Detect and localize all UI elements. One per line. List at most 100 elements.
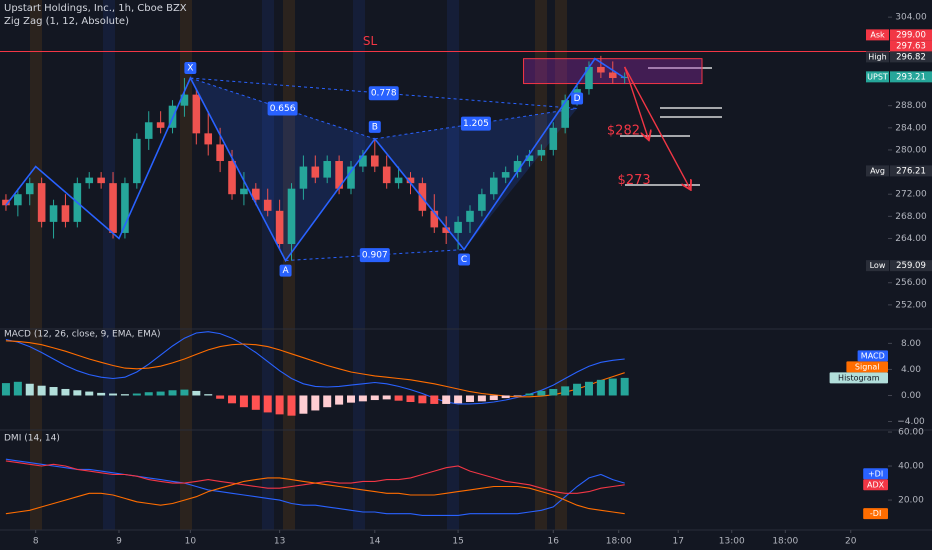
x-tick-label: 18:00 bbox=[772, 537, 798, 547]
histogram-bar bbox=[477, 395, 486, 402]
candle-body bbox=[561, 100, 569, 128]
ratio-label: 0.907 bbox=[362, 251, 388, 261]
candle-body bbox=[585, 66, 593, 90]
price-label: 297.63 bbox=[896, 41, 926, 51]
price-label: 293.21 bbox=[896, 72, 926, 82]
histogram-bar bbox=[418, 395, 427, 404]
x-tick-label: 16 bbox=[548, 537, 560, 547]
legend-label: ADX bbox=[867, 480, 885, 489]
histogram-bar bbox=[513, 395, 522, 397]
candle-body bbox=[61, 205, 70, 222]
histogram-bar bbox=[85, 391, 94, 396]
price-label-box bbox=[890, 51, 932, 63]
candle-body bbox=[454, 221, 462, 233]
candle-body bbox=[121, 183, 129, 233]
candle-body bbox=[347, 166, 355, 189]
histogram-bar bbox=[311, 395, 320, 411]
pivot-box bbox=[279, 264, 292, 277]
histogram-bar bbox=[156, 391, 165, 396]
target-label: $282 bbox=[607, 123, 640, 138]
histogram-bar bbox=[596, 379, 605, 396]
candle-body bbox=[466, 210, 474, 222]
y-tick-label: 284.00 bbox=[895, 123, 927, 133]
stripe bbox=[447, 0, 459, 530]
candle-body bbox=[608, 72, 617, 79]
target-arrow bbox=[624, 66, 690, 189]
candle-body bbox=[228, 161, 236, 195]
stripe bbox=[555, 0, 567, 530]
stripe bbox=[262, 0, 274, 530]
histogram-bar bbox=[168, 390, 177, 396]
price-name-box bbox=[866, 29, 889, 41]
macd-title: MACD (12, 26, close, 9, EMA, EMA) bbox=[4, 330, 161, 340]
candle-body bbox=[204, 133, 213, 145]
price-name-box bbox=[866, 165, 889, 177]
candle-body bbox=[382, 166, 391, 184]
price-name: Avg bbox=[870, 166, 885, 175]
pattern-fill bbox=[374, 108, 578, 250]
stripe bbox=[180, 0, 192, 530]
pivot-box bbox=[571, 92, 584, 105]
y-tick-label: 60.00 bbox=[898, 428, 924, 438]
legend-label: Signal bbox=[855, 362, 880, 371]
y-tick-label: 264.00 bbox=[895, 234, 927, 244]
candle-body bbox=[323, 161, 332, 178]
candle-body bbox=[275, 210, 284, 245]
histogram-bar bbox=[525, 393, 534, 396]
price-name: UPST bbox=[867, 72, 888, 81]
histogram-bar bbox=[180, 389, 189, 396]
candle-body bbox=[192, 94, 201, 134]
candle-body bbox=[85, 177, 94, 184]
histogram-bar bbox=[537, 390, 546, 396]
candle-body bbox=[14, 194, 22, 206]
histogram-bar bbox=[465, 395, 474, 402]
legend-label: MACD bbox=[861, 351, 885, 360]
candle-body bbox=[549, 127, 558, 150]
price-label-box bbox=[890, 29, 932, 41]
histogram-bar bbox=[584, 381, 593, 396]
candle-body bbox=[406, 177, 415, 184]
x-tick-label: 14 bbox=[369, 537, 381, 547]
histogram-bar bbox=[561, 386, 570, 396]
histogram-bar bbox=[61, 388, 70, 396]
histogram-bar bbox=[144, 392, 153, 396]
candle-body bbox=[37, 183, 46, 222]
y-tick-label: 280.00 bbox=[895, 145, 927, 155]
y-tick-label: 268.00 bbox=[895, 212, 927, 222]
candle-body bbox=[394, 177, 403, 184]
stop-loss-label: SL bbox=[363, 34, 378, 48]
histogram-bar bbox=[132, 393, 141, 396]
legend-tag bbox=[863, 479, 888, 491]
candle-body bbox=[109, 183, 117, 233]
candle-body bbox=[489, 177, 498, 195]
candle-body bbox=[430, 210, 439, 228]
legend-tag bbox=[846, 361, 888, 373]
stripe bbox=[353, 0, 365, 530]
histogram-bar bbox=[25, 383, 34, 396]
candle-body bbox=[525, 155, 534, 162]
y-tick-label: 4.00 bbox=[901, 365, 921, 375]
candle-body bbox=[2, 199, 10, 206]
candle-body bbox=[501, 172, 510, 178]
histogram-bar bbox=[323, 395, 332, 408]
histogram-bar bbox=[370, 395, 379, 401]
candle-body bbox=[240, 188, 248, 195]
ratio-box bbox=[267, 101, 298, 116]
histogram-bar bbox=[97, 392, 106, 396]
histogram-bar bbox=[275, 395, 284, 415]
histogram-bar bbox=[442, 395, 451, 404]
histogram-bar bbox=[430, 395, 439, 404]
price-name-box bbox=[866, 51, 889, 63]
histogram-bar bbox=[13, 381, 22, 396]
histogram-bar bbox=[382, 395, 391, 400]
histogram-bar bbox=[204, 394, 213, 396]
stripe bbox=[103, 0, 115, 530]
pivot-box bbox=[368, 120, 381, 133]
legend-tag bbox=[863, 508, 888, 520]
histogram-bar bbox=[489, 395, 498, 401]
histogram-bar bbox=[620, 377, 629, 396]
legend-tag bbox=[857, 350, 888, 362]
x-tick-label: 9 bbox=[116, 537, 122, 547]
price-name: Ask bbox=[870, 30, 885, 39]
